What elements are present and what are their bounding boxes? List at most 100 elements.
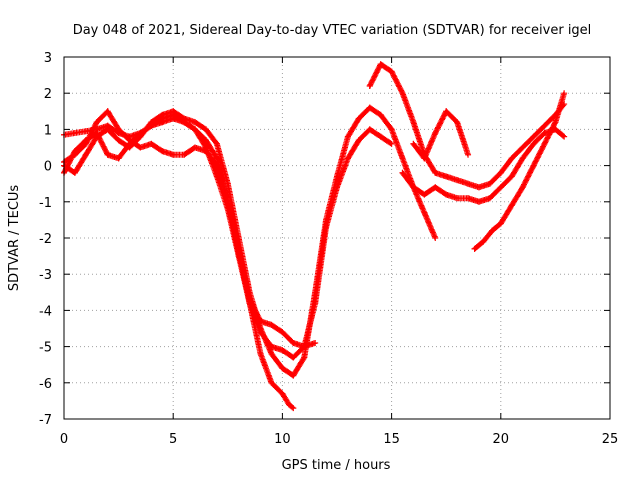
- data-point: [530, 162, 537, 169]
- y-tick-label: -5: [39, 341, 52, 356]
- data-point: [246, 296, 253, 303]
- data-point: [82, 151, 89, 158]
- data-point: [443, 108, 450, 115]
- data-point: [410, 119, 417, 126]
- data-point: [312, 289, 319, 296]
- series-track-6: [399, 126, 568, 205]
- data-point: [377, 111, 384, 118]
- y-tick-label: -3: [39, 268, 52, 283]
- data-point: [312, 339, 319, 346]
- data-point: [388, 140, 395, 147]
- data-point: [530, 140, 537, 147]
- data-point: [279, 390, 286, 397]
- data-point: [224, 180, 231, 187]
- data-point: [471, 245, 478, 252]
- data-point: [377, 61, 384, 68]
- data-point: [115, 137, 122, 144]
- data-point: [519, 155, 526, 162]
- plot-frame: [63, 56, 611, 420]
- data-point: [82, 128, 89, 135]
- data-point: [290, 372, 297, 379]
- series-track-4: [61, 108, 319, 350]
- data-point: [497, 220, 504, 227]
- data-point: [115, 126, 122, 133]
- data-point: [137, 144, 144, 151]
- y-tick-label: -7: [39, 413, 52, 428]
- data-point: [301, 354, 308, 361]
- data-point: [541, 122, 548, 129]
- data-point: [399, 169, 406, 176]
- data-point: [301, 343, 308, 350]
- data-point: [159, 111, 166, 118]
- x-tick-label: 15: [383, 432, 400, 447]
- data-point: [192, 119, 199, 126]
- data-point: [465, 195, 472, 202]
- data-point: [432, 184, 439, 191]
- data-point: [159, 148, 166, 155]
- data-point: [213, 140, 220, 147]
- data-point: [126, 137, 133, 144]
- data-point: [410, 184, 417, 191]
- data-point: [432, 169, 439, 176]
- data-point: [93, 119, 100, 126]
- data-point: [388, 126, 395, 133]
- series-track-8: [471, 90, 568, 252]
- data-point: [202, 137, 209, 144]
- data-point: [290, 354, 297, 361]
- data-point: [486, 195, 493, 202]
- x-tick-label: 10: [274, 432, 291, 447]
- data-point: [454, 195, 461, 202]
- y-tick-label: -6: [39, 377, 52, 392]
- y-tick-label: -2: [39, 232, 52, 247]
- chart-title: Day 048 of 2021, Sidereal Day-to-day VTE…: [73, 23, 592, 38]
- data-point: [355, 137, 362, 144]
- data-point: [530, 133, 537, 140]
- series-track-5: [366, 61, 568, 191]
- y-tick-label: -4: [39, 304, 52, 319]
- data-point: [148, 119, 155, 126]
- data-point: [519, 144, 526, 151]
- data-point: [421, 191, 428, 198]
- data-point: [257, 325, 264, 332]
- series-track-7: [410, 108, 472, 162]
- axis-ticks: [63, 56, 611, 420]
- data-point: [279, 347, 286, 354]
- data-point: [202, 148, 209, 155]
- data-point: [508, 202, 515, 209]
- data-point: [432, 235, 439, 241]
- data-point: [170, 151, 177, 158]
- y-tick-label: 1: [44, 123, 52, 138]
- data-point: [170, 108, 177, 115]
- data-point: [410, 140, 417, 147]
- data-point: [561, 133, 568, 140]
- data-point: [257, 318, 264, 325]
- y-tick-label: 0: [44, 160, 52, 175]
- data-point: [497, 184, 504, 191]
- data-point: [257, 350, 264, 357]
- data-point: [421, 209, 428, 216]
- data-point: [279, 329, 286, 336]
- data-point: [366, 104, 373, 111]
- data-point: [480, 238, 487, 245]
- data-point: [104, 151, 111, 158]
- data-point: [561, 90, 568, 97]
- data-point: [465, 180, 472, 187]
- x-axis-label: GPS time / hours: [282, 458, 391, 473]
- data-point: [454, 119, 461, 126]
- data-point: [71, 130, 78, 137]
- data-point: [181, 115, 188, 122]
- data-point: [377, 133, 384, 140]
- data-point: [213, 155, 220, 162]
- data-point: [497, 169, 504, 176]
- data-point: [454, 177, 461, 184]
- data-point: [126, 144, 133, 151]
- data-point: [344, 155, 351, 162]
- data-point: [268, 350, 275, 357]
- data-point: [399, 155, 406, 162]
- data-point: [432, 130, 439, 137]
- y-tick-label: -1: [39, 196, 52, 211]
- data-point: [71, 169, 78, 176]
- data-point: [519, 184, 526, 191]
